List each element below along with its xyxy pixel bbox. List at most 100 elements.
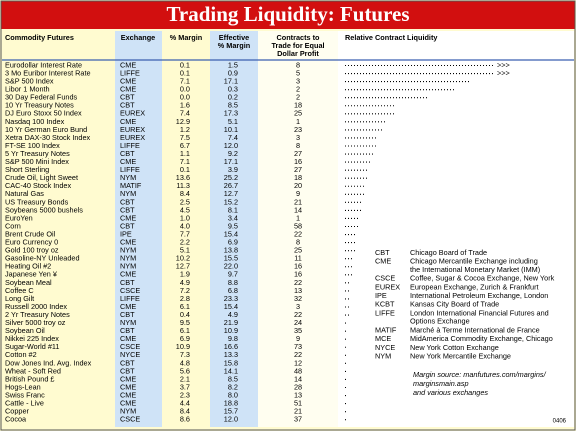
cell-commodity: 5 Yr Treasury Notes (5, 149, 70, 158)
cell-effective-margin: 0.9 (228, 68, 238, 77)
cell-commodity: Wheat - Soft Red (5, 366, 61, 375)
cell-effective-margin: 8.8 (228, 278, 238, 287)
cell-exchange: CSCE (120, 286, 140, 295)
cell-contracts: 22 (294, 310, 302, 319)
cell-margin: 7.7 (180, 229, 190, 238)
cell-exchange: CME (120, 334, 136, 343)
cell-exchange: LIFFE (120, 68, 140, 77)
cell-exchange: CBT (120, 310, 135, 319)
cell-exchange: CBT (120, 358, 135, 367)
cell-contracts: 1 (296, 213, 300, 222)
cell-commodity: CAC-40 Stock Index (5, 181, 71, 190)
cell-effective-margin: 3.9 (228, 165, 238, 174)
cell-exchange: CBT (120, 149, 135, 158)
cell-effective-margin: 9.5 (228, 221, 238, 230)
cell-margin: 4.8 (180, 358, 190, 367)
cell-margin: 4.4 (180, 399, 190, 408)
cell-margin: 4.0 (180, 221, 190, 230)
cell-effective-margin: 15.7 (224, 407, 238, 416)
legend-description: Marché à Terme International de France (410, 325, 540, 334)
cell-contracts: 20 (294, 181, 302, 190)
cell-contracts: 14 (294, 205, 302, 214)
cell-margin: 2.3 (180, 390, 190, 399)
legend-code: CME (375, 257, 391, 266)
cell-margin: 4.9 (180, 278, 190, 287)
cell-commodity: Hogs-Lean (5, 382, 41, 391)
cell-exchange: CBT (120, 101, 135, 110)
cell-contracts: 25 (294, 109, 302, 118)
column-header: Exchange (121, 33, 155, 42)
cell-commodity: Silver 5000 troy oz (5, 318, 66, 327)
cell-effective-margin: 13.8 (224, 246, 238, 255)
contracts-column (258, 31, 338, 427)
cell-exchange: CSCE (120, 415, 140, 424)
column-header: Relative Contract Liquidity (345, 33, 438, 42)
cell-margin: 8.4 (180, 407, 190, 416)
cell-effective-margin: 10.1 (224, 125, 238, 134)
cell-commodity: Gasoline-NY Unleaded (5, 254, 80, 263)
cell-contracts: 3 (296, 302, 300, 311)
cell-contracts: 37 (294, 415, 302, 424)
cell-commodity: Soybean Oil (5, 326, 45, 335)
cell-margin: 12.9 (176, 117, 190, 126)
source-note: Margin source: manfutures.com/margins/ (413, 370, 547, 379)
column-header: Trade for Equal (271, 41, 324, 50)
cell-contracts: 21 (294, 407, 302, 416)
column-header: Dollar Profit (277, 49, 319, 58)
cell-contracts: 2 (296, 93, 300, 102)
legend-code: LIFFE (375, 308, 395, 317)
cell-contracts: 14 (294, 374, 302, 383)
cell-effective-margin: 15.8 (224, 358, 238, 367)
cell-contracts: 5 (296, 68, 300, 77)
cell-effective-margin: 18.8 (224, 399, 238, 408)
cell-effective-margin: 22.0 (224, 262, 238, 271)
cell-margin: 0.1 (180, 165, 190, 174)
cell-effective-margin: 6.9 (228, 238, 238, 247)
cell-commodity: Nasdaq 100 Index (5, 117, 65, 126)
cell-commodity: Swiss Franc (5, 390, 45, 399)
cell-commodity: EuroYen (5, 213, 33, 222)
cell-contracts: 27 (294, 165, 302, 174)
cell-exchange: CME (120, 270, 136, 279)
cell-commodity: S&P 500 Index (5, 77, 54, 86)
legend-description: Chicago Mercantile Exchange including (410, 257, 538, 266)
cell-margin: 5.1 (180, 246, 190, 255)
cell-contracts: 73 (294, 342, 302, 351)
legend-code: NYM (375, 352, 391, 361)
column-header: % Margin (170, 33, 202, 42)
cell-effective-margin: 12.0 (224, 141, 238, 150)
cell-commodity: 10 Yr Treasury Notes (5, 101, 74, 110)
cell-margin: 10.9 (176, 342, 190, 351)
cell-commodity: Brent Crude Oil (5, 229, 56, 238)
liquidity-arrow: >>> (497, 60, 510, 69)
liquidity-column (338, 31, 574, 427)
cell-exchange: CME (120, 60, 136, 69)
cell-effective-margin: 4.9 (228, 310, 238, 319)
legend-description: European Exchange, Zurich & Frankfurt (410, 282, 539, 291)
cell-effective-margin: 23.3 (224, 294, 238, 303)
cell-exchange: CME (120, 77, 136, 86)
cell-commodity: Crude Oil, Light Sweet (5, 173, 78, 182)
cell-effective-margin: 8.5 (228, 374, 238, 383)
cell-commodity: 2 Yr Treasury Notes (5, 310, 70, 319)
cell-commodity: Russell 2000 Index (5, 302, 67, 311)
cell-contracts: 22 (294, 278, 302, 287)
legend-code: EUREX (375, 282, 400, 291)
cell-effective-margin: 1.5 (228, 60, 238, 69)
title-bar (1, 1, 575, 29)
cell-exchange: CME (120, 302, 136, 311)
cell-exchange: LIFFE (120, 141, 140, 150)
cell-exchange: CBT (120, 326, 135, 335)
column-header: Contracts to (277, 33, 321, 42)
cell-effective-margin: 9.2 (228, 149, 238, 158)
cell-commodity: Xetra DAX-30 Stock Index (5, 133, 91, 142)
cell-margin: 6.9 (180, 334, 190, 343)
cell-commodity: Soybeans 5000 bushels (5, 205, 83, 214)
cell-exchange: EUREX (120, 125, 145, 134)
legend-description: the International Monetary Market (IMM) (410, 265, 540, 274)
cell-margin: 1.6 (180, 101, 190, 110)
legend-description: MidAmerica Commodity Exchange, Chicago (410, 334, 553, 343)
cell-exchange: CME (120, 390, 136, 399)
cell-margin: 0.0 (180, 93, 190, 102)
cell-margin: 0.1 (180, 60, 190, 69)
